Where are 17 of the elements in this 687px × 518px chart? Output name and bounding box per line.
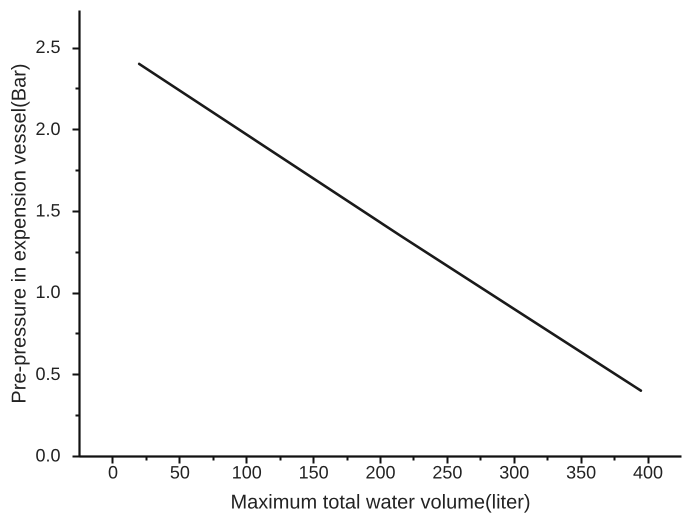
y-axis-title: Pre-pressure in expension vessel(Bar) — [8, 63, 30, 404]
y-tick-label: 1.0 — [35, 282, 60, 302]
x-tick-label: 150 — [298, 462, 329, 482]
y-tick-label: 0.0 — [35, 446, 60, 466]
x-tick-label: 200 — [365, 462, 396, 482]
y-tick-label: 2.0 — [35, 118, 60, 139]
y-tick-label: 0.5 — [35, 364, 60, 384]
x-tick-label: 0 — [108, 462, 118, 482]
x-tick-label: 50 — [170, 462, 190, 482]
x-tick-label: 400 — [633, 462, 664, 482]
x-tick-label: 100 — [232, 462, 262, 482]
x-axis-title: Maximum total water volume(liter) — [230, 492, 531, 514]
x-tick-label: 250 — [432, 462, 462, 482]
x-tick-label: 300 — [499, 462, 530, 482]
x-tick-label: 350 — [566, 462, 596, 482]
y-tick-label: 2.5 — [35, 37, 60, 58]
y-tick-label: 1.5 — [35, 200, 60, 220]
